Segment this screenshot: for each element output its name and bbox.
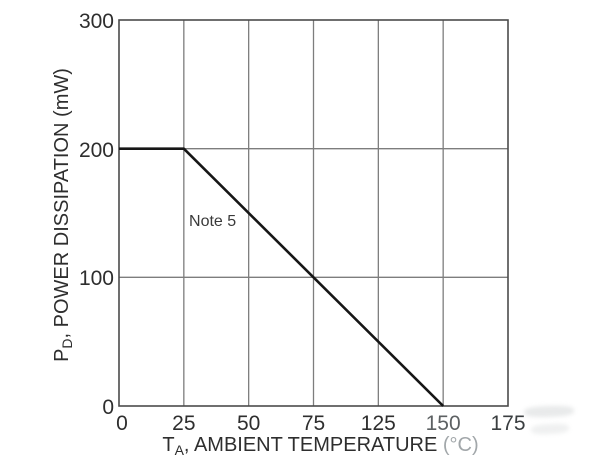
plot-border [118, 19, 509, 407]
y-tick-label-300: 300 [78, 10, 114, 33]
x-tick-label-175: 175 [490, 412, 526, 435]
x-axis-title: TA, AMBIENT TEMPERATURE (°C) [162, 434, 478, 458]
note-annotation: Note 5 [189, 213, 237, 230]
y-axis-symbol-subscript: D [59, 338, 75, 349]
x-tick-label-25: 25 [172, 412, 196, 435]
x-axis-symbol-subscript: A [174, 442, 184, 458]
x-tick-label-0: 0 [116, 412, 128, 435]
y-axis-title: PD, POWER DISSIPATION (mW) [51, 68, 75, 362]
derating-curve [119, 147, 445, 407]
x-tick-label-150: 150 [425, 412, 461, 435]
x-tick-label-125: 125 [360, 412, 396, 435]
y-tick-label-200: 200 [78, 138, 114, 162]
y-axis-symbol: P [51, 348, 73, 362]
y-tick-label-100: 100 [78, 267, 114, 291]
x-axis-unit: (°C) [442, 434, 479, 456]
x-tick-label-75: 75 [301, 412, 326, 435]
x-axis-symbol: T [162, 434, 175, 456]
y-tick-label-0: 0 [102, 396, 114, 419]
y-axis-title-text: , POWER DISSIPATION (mW) [51, 68, 73, 339]
x-axis-title-text: , AMBIENT TEMPERATURE [183, 434, 443, 456]
x-tick-label-50: 50 [236, 412, 261, 435]
